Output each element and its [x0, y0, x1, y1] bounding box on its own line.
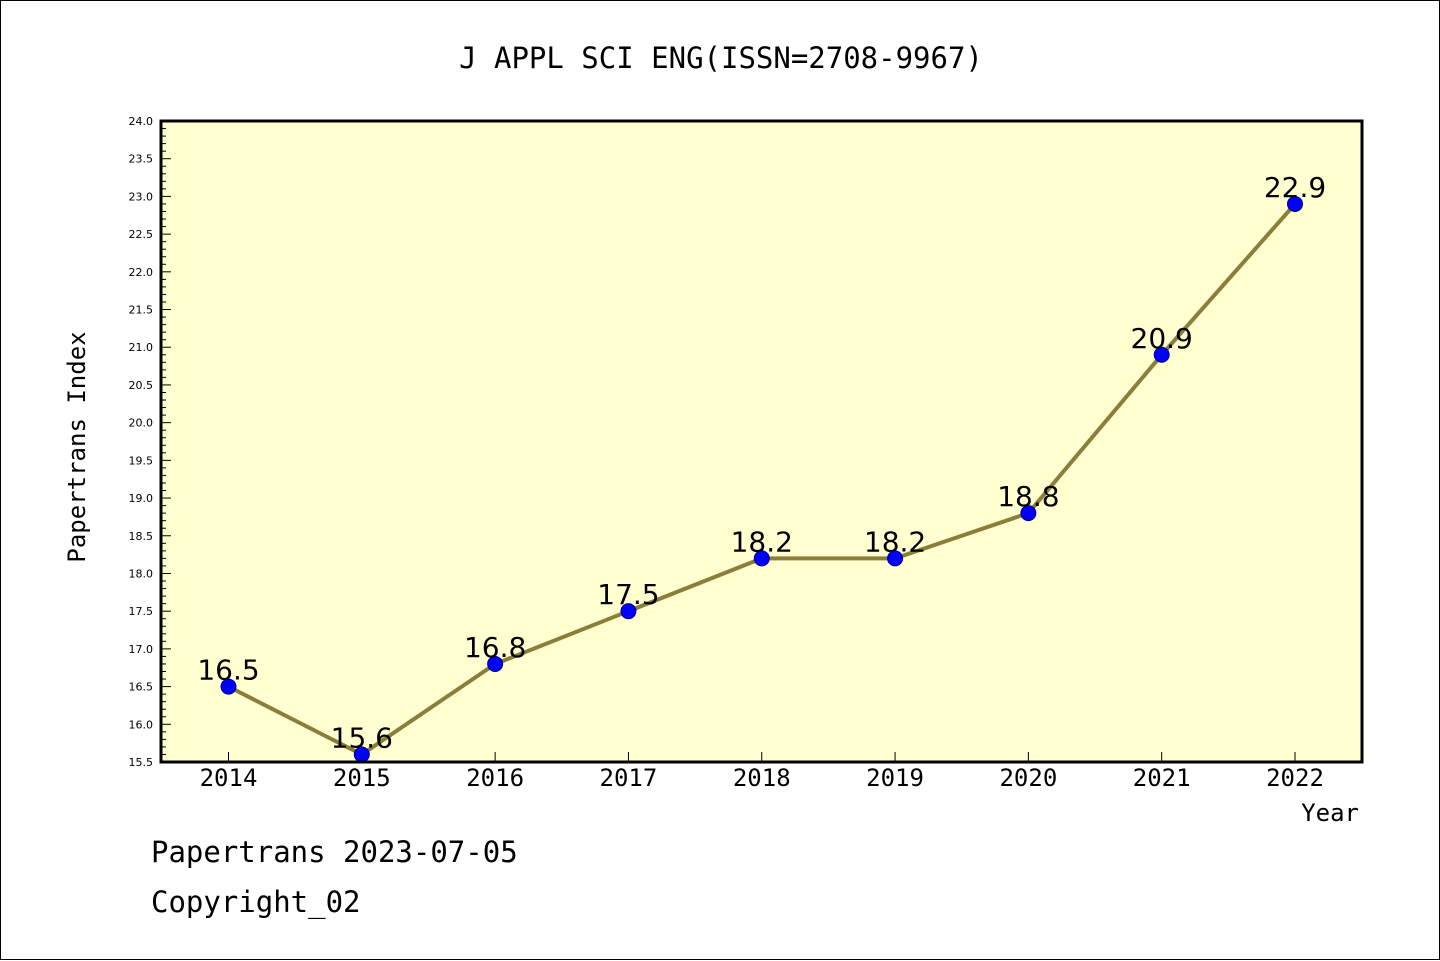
y-tick-label: 21.5 [129, 304, 154, 317]
data-point-label: 16.8 [464, 631, 526, 664]
y-tick-label: 19.5 [129, 454, 154, 467]
data-point-label: 17.5 [597, 578, 659, 611]
y-axis-ticks: 15.5 16.0 16.5 17.0 17.5 18.0 18.5 19.0 19.5 20.0… [129, 115, 171, 769]
y-tick-label: 17.0 [129, 643, 154, 656]
data-point-marker [753, 550, 770, 567]
y-tick-label: 15.5 [129, 756, 154, 769]
y-tick-label: 18.5 [129, 530, 154, 543]
data-point-marker [887, 550, 904, 567]
data-point-label: 22.9 [1264, 171, 1326, 204]
y-tick-label: 21.0 [129, 341, 154, 354]
y-tick-label: 17.5 [129, 605, 154, 618]
data-labels: 16.5 15.6 16.8 17.5 18.2 18.2 18.8 20.9 22.9 [197, 171, 1326, 755]
y-tick-label: 23.5 [129, 153, 154, 166]
data-point-label: 16.5 [197, 654, 259, 687]
x-tick-label: 2022 [1266, 764, 1324, 792]
x-tick-label: 2018 [733, 764, 791, 792]
x-tick-label: 2017 [600, 764, 658, 792]
y-tick-label: 16.5 [129, 681, 154, 694]
x-tick-label: 2020 [999, 764, 1057, 792]
footer-copyright-line: Copyright_02 [151, 885, 361, 919]
y-tick-label: 16.0 [129, 718, 154, 731]
data-point-label: 18.2 [731, 525, 793, 558]
plot-border [159, 119, 1364, 764]
data-point-label: 20.9 [1131, 322, 1193, 355]
series-markers [220, 195, 1303, 763]
data-point-marker [220, 678, 237, 695]
y-tick-label: 23.0 [129, 190, 154, 203]
x-tick-label: 2016 [466, 764, 524, 792]
data-point-marker [487, 655, 504, 672]
y-tick-label: 20.0 [129, 417, 154, 430]
y-axis-label: Papertrans Index [63, 331, 91, 562]
plot-background [161, 121, 1362, 762]
data-point-label: 18.2 [864, 525, 926, 558]
x-tick-label: 2019 [866, 764, 924, 792]
y-tick-label: 24.0 [129, 115, 154, 128]
x-axis-label: Year [1301, 799, 1359, 827]
x-tick-label: 2015 [333, 764, 391, 792]
y-tick-label: 22.0 [129, 266, 154, 279]
y-tick-label: 19.0 [129, 492, 154, 505]
x-axis-ticks: 2014 2015 2016 2017 2018 2019 2020 2021 2022 [200, 752, 1324, 792]
y-tick-label: 22.5 [129, 228, 154, 241]
data-point-marker [620, 603, 637, 620]
y-tick-label: 18.0 [129, 567, 154, 580]
footer-date-line: Papertrans 2023-07-05 [151, 835, 518, 869]
x-tick-label: 2014 [200, 764, 258, 792]
data-point-marker [1020, 505, 1037, 522]
data-point-label: 15.6 [331, 721, 393, 754]
x-tick-label: 2021 [1133, 764, 1191, 792]
data-point-marker [1153, 346, 1170, 363]
data-point-marker [1287, 195, 1303, 212]
data-point-label: 18.8 [997, 480, 1059, 513]
chart-title: J APPL SCI ENG(ISSN=2708-9967) [459, 41, 983, 75]
y-tick-label: 20.5 [129, 379, 154, 392]
